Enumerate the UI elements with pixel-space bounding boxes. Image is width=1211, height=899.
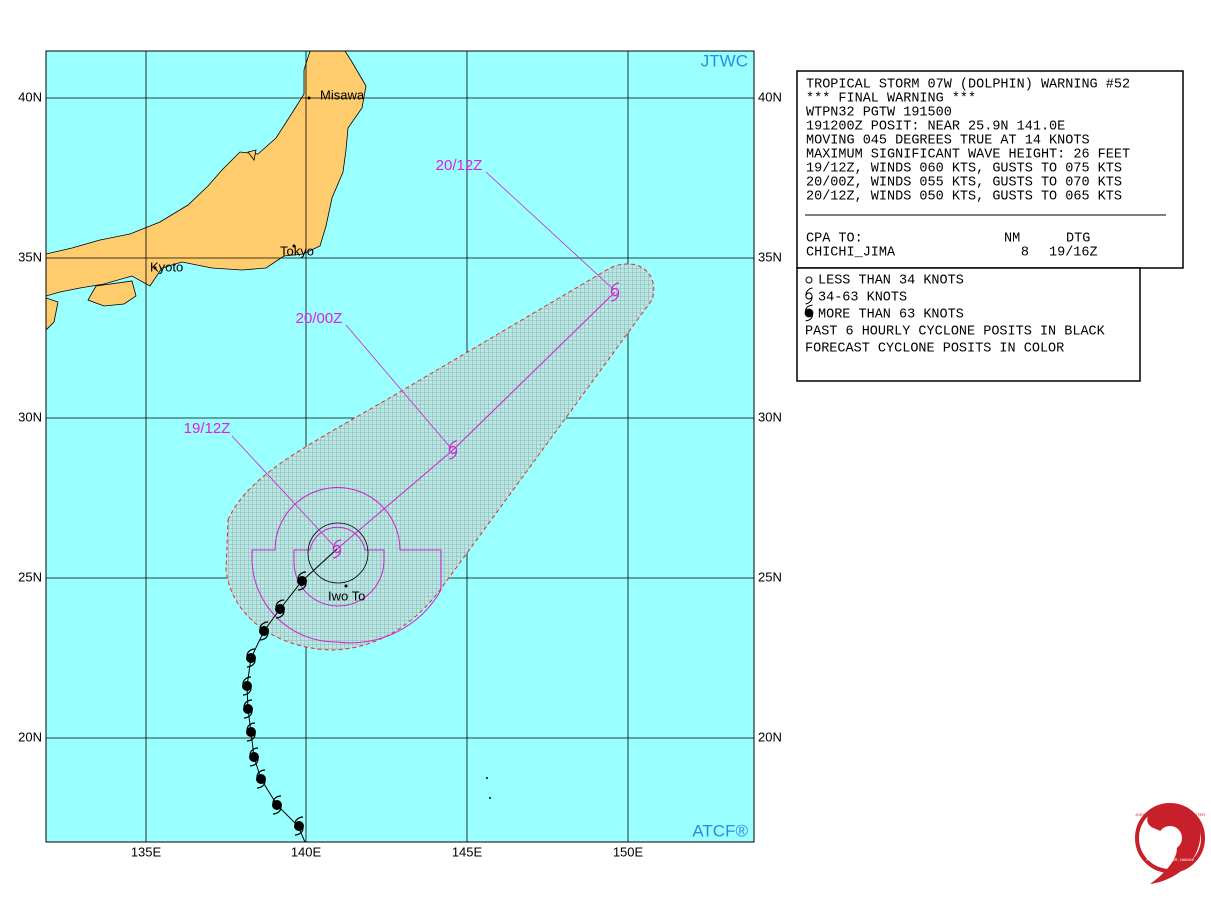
system-label: ATCF® — [692, 821, 748, 840]
lat-label: 20N — [18, 729, 42, 744]
warning-line: *** FINAL WARNING *** — [806, 92, 976, 107]
islet — [486, 777, 488, 779]
logo: JOINT TYPHOON WARNING CENTER PEARL HARBO… — [1135, 803, 1205, 884]
graticule — [46, 51, 754, 842]
lon-labels: 135E 140E 145E 150E — [131, 844, 644, 859]
logo-text: JOINT TYPHOON WARNING CENTER — [1135, 812, 1205, 817]
lat-label: 30N — [18, 409, 42, 424]
lat-label: 30N — [758, 409, 782, 424]
warning-line: 20/00Z, WINDS 055 KTS, GUSTS TO 070 KTS — [806, 176, 1122, 191]
cpa-distance: 8 — [1021, 246, 1029, 261]
lat-label: 40N — [18, 89, 42, 104]
cpa-header: NM — [1004, 232, 1020, 247]
warning-line: 20/12Z, WINDS 050 KTS, GUSTS TO 065 KTS — [806, 190, 1122, 205]
lat-label: 20N — [758, 729, 782, 744]
place-label: Iwo To — [328, 588, 365, 603]
cpa-header: DTG — [1066, 232, 1090, 247]
place-dot — [292, 244, 296, 248]
warning-line: 19/12Z, WINDS 060 KTS, GUSTS TO 075 KTS — [806, 162, 1122, 177]
warning-line: MAXIMUM SIGNIFICANT WAVE HEIGHT: 26 FEET — [806, 148, 1130, 163]
legend-box — [796, 267, 1141, 382]
lat-label: 25N — [18, 569, 42, 584]
map-frame — [45, 50, 755, 843]
warning-line: TROPICAL STORM 07W (DOLPHIN) WARNING #52 — [806, 78, 1130, 93]
logo-text: PEARL HARBOR, HAWAII — [1146, 857, 1193, 862]
honshu — [46, 51, 367, 297]
wind-radius-50 — [293, 526, 385, 607]
legend-text: MORE THAN 63 KNOTS — [818, 308, 964, 323]
legend-text: PAST 6 HOURLY CYCLONE POSITS IN BLACK — [805, 325, 1106, 340]
warning-line: MOVING 045 DEGREES TRUE AT 14 KNOTS — [806, 134, 1090, 149]
legend-symbol — [805, 276, 813, 284]
lon-label: 150E — [613, 844, 644, 859]
kyushu — [46, 297, 59, 331]
warning-line: WTPN32 PGTW 191500 — [806, 106, 952, 121]
forecast-label: 20/00Z — [296, 310, 343, 327]
lat-labels-right: 40N 35N 30N 25N 20N — [758, 89, 782, 744]
lat-label: 40N — [758, 89, 782, 104]
lat-label: 25N — [758, 569, 782, 584]
forecast-leaders — [231, 171, 613, 546]
lat-label: 35N — [758, 249, 782, 264]
lon-label: 135E — [131, 844, 162, 859]
forecast-track — [336, 291, 616, 550]
place-label: Kyoto — [150, 259, 183, 274]
lat-label: 35N — [18, 249, 42, 264]
wind-radius-64 — [307, 522, 369, 584]
lon-label: 145E — [452, 844, 483, 859]
place-label: Misawa — [320, 87, 365, 102]
warning-text: TROPICAL STORM 07W (DOLPHIN) WARNING #52… — [806, 78, 1130, 205]
sado — [247, 149, 257, 161]
place-label: Tokyo — [280, 243, 314, 258]
warning-line: 191200Z POSIT: NEAR 25.9N 141.0E — [806, 120, 1065, 135]
shikoku — [87, 280, 137, 307]
legend-text: FORECAST CYCLONE POSITS IN COLOR — [805, 342, 1064, 357]
place-dot — [307, 96, 311, 100]
forecast-cone — [225, 263, 655, 651]
cpa-time: 19/16Z — [1049, 246, 1098, 261]
wind-radius-34 — [251, 487, 442, 644]
lat-labels-left: 40N 35N 30N 25N 20N — [18, 89, 42, 744]
cpa-header: CPA TO: — [806, 232, 863, 247]
place-dot — [153, 266, 157, 270]
islet — [489, 797, 491, 799]
forecast-label: 20/12Z — [436, 157, 483, 174]
legend-text: LESS THAN 34 KNOTS — [818, 274, 964, 289]
map-layer — [46, 51, 491, 799]
agency-label: JTWC — [701, 51, 748, 70]
legend-text: 34-63 KNOTS — [818, 291, 907, 306]
forecast-label: 19/12Z — [184, 420, 231, 437]
lon-label: 140E — [291, 844, 322, 859]
cpa-station: CHICHI_JIMA — [806, 246, 896, 261]
warning-box — [796, 70, 1184, 269]
place-dot — [344, 584, 348, 588]
